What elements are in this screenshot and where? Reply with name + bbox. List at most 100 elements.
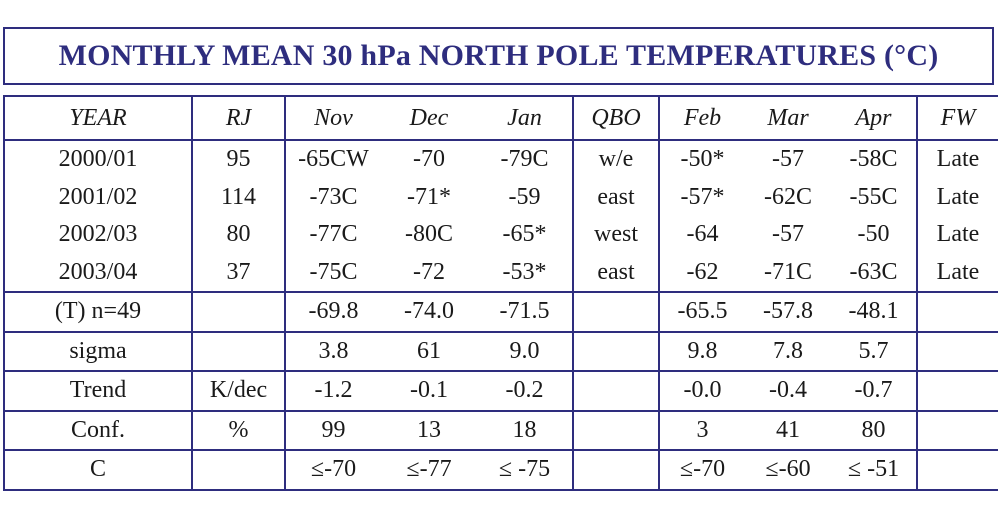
cell-feb: -57* (658, 178, 745, 216)
cell-feb: 9.8 (658, 331, 745, 372)
cell-jan: 9.0 (477, 331, 573, 372)
cell-label: sigma (3, 331, 192, 372)
cell-jan: ≤ -75 (477, 450, 573, 491)
cell-fw: Late (916, 253, 998, 293)
table-row: Trend K/dec -1.2 -0.1 -0.2 -0.0 -0.4 -0.… (3, 371, 998, 412)
column-header-rj: RJ (191, 95, 285, 141)
column-header-nov: Nov (284, 95, 381, 141)
cell-rj (191, 331, 285, 372)
cell-rj: 80 (191, 216, 285, 254)
cell-apr: -48.1 (831, 292, 917, 333)
cell-dec: ≤-77 (381, 450, 477, 491)
cell-label: (T) n=49 (3, 292, 192, 333)
cell-rj: 95 (191, 140, 285, 179)
cell-year: 2000/01 (3, 140, 192, 179)
cell-dec: -71* (407, 183, 451, 210)
cell-nov: -73C (284, 178, 381, 216)
cell-dec: -74.0 (381, 292, 477, 333)
cell-apr: 5.7 (831, 331, 917, 372)
table-row: 2001/02 114 -73C -71* -59 east -57* -62C… (3, 178, 998, 216)
cell-qbo (572, 331, 659, 372)
cell-apr: 80 (831, 410, 917, 451)
title-box: MONTHLY MEAN 30 hPa NORTH POLE TEMPERATU… (3, 27, 994, 85)
cell-nov: -75C (284, 253, 381, 293)
cell-jan: -59 (508, 183, 541, 210)
table-row: 2002/03 80 -77C -80C -65* west -64 -57 -… (3, 216, 998, 254)
cell-jan: -0.2 (477, 371, 573, 412)
cell-apr: -0.7 (831, 371, 917, 412)
column-header-jan: Jan (477, 95, 573, 141)
cell-jan: -71.5 (477, 292, 573, 333)
cell-label: Trend (3, 371, 192, 412)
cell-nov: -77C (284, 216, 381, 254)
cell-dec: -72 (381, 253, 477, 293)
cell-qbo: east (572, 178, 659, 216)
table-title: MONTHLY MEAN 30 hPa NORTH POLE TEMPERATU… (58, 39, 939, 72)
cell-nov: 3.8 (284, 331, 381, 372)
table-row: sigma 3.8 61 9.0 9.8 7.8 5.7 (3, 331, 998, 372)
cell-jan: -79C (500, 146, 549, 173)
cell-feb: -62 (658, 253, 745, 293)
cell-dec: 61 (381, 331, 477, 372)
cell-qbo (572, 371, 659, 412)
cell-mar: -0.4 (745, 371, 831, 412)
table-row: Conf. % 99 13 18 3 41 80 (3, 410, 998, 451)
table-row: 2003/04 37 -75C -72 -53* east -62 -71C -… (3, 253, 998, 293)
table-row: (T) n=49 -69.8 -74.0 -71.5 -65.5 -57.8 -… (3, 292, 998, 333)
cell-nov: 99 (284, 410, 381, 451)
cell-qbo (572, 410, 659, 451)
cell-mar: 7.8 (745, 331, 831, 372)
cell-feb: ≤-70 (658, 450, 745, 491)
cell-feb: -0.0 (658, 371, 745, 412)
cell-year: 2001/02 (3, 178, 192, 216)
cell-fw (916, 410, 998, 451)
statistics-rows: (T) n=49 -69.8 -74.0 -71.5 -65.5 -57.8 -… (3, 292, 998, 491)
column-header-dec: Dec (381, 95, 477, 141)
cell-rj (191, 450, 285, 491)
cell-label: C (3, 450, 192, 491)
cell-dec: -80C (405, 221, 453, 248)
cell-feb: 3 (658, 410, 745, 451)
cell-dec: 13 (381, 410, 477, 451)
cell-mar: -57 (772, 221, 804, 248)
cell-rj: 114 (191, 178, 285, 216)
table-row: C ≤-70 ≤-77 ≤ -75 ≤-70 ≤-60 ≤ -51 (3, 450, 998, 491)
cell-dec: -0.1 (381, 371, 477, 412)
cell-qbo (572, 450, 659, 491)
cell-feb: -64 (658, 216, 745, 254)
cell-qbo: w/e (572, 140, 659, 179)
cell-fw: Late (916, 216, 998, 254)
temperature-table: YEAR RJ Nov Dec Jan QBO Feb Mar Apr FW 2… (3, 95, 998, 491)
cell-fw: Late (916, 140, 998, 179)
cell-mar: ≤-60 (745, 450, 831, 491)
cell-rj: % (191, 410, 285, 451)
cell-fw (916, 292, 998, 333)
column-header-fw: FW (916, 95, 998, 141)
year-rows: 2000/01 95 -65CW -70 -79C w/e -50* -57 -… (3, 140, 998, 293)
column-header-apr: Apr (831, 95, 917, 141)
cell-nov: ≤-70 (284, 450, 381, 491)
column-header-feb: Feb (658, 95, 745, 141)
cell-mar: -62C (764, 183, 812, 210)
cell-rj: 37 (191, 253, 285, 293)
cell-label: Conf. (3, 410, 192, 451)
cell-apr: -63C (831, 253, 917, 293)
cell-apr: ≤ -51 (831, 450, 917, 491)
cell-jan: 18 (477, 410, 573, 451)
column-header-qbo: QBO (572, 95, 659, 141)
cell-apr: -55C (849, 183, 898, 210)
cell-mar: 41 (745, 410, 831, 451)
table-row: 2000/01 95 -65CW -70 -79C w/e -50* -57 -… (3, 140, 998, 179)
cell-jan: -53* (477, 253, 573, 293)
column-header-year: YEAR (3, 95, 192, 141)
cell-qbo (572, 292, 659, 333)
cell-fw: Late (916, 178, 998, 216)
cell-year: 2002/03 (3, 216, 192, 254)
cell-jan: -65* (502, 221, 547, 248)
cell-fw (916, 331, 998, 372)
header-row: YEAR RJ Nov Dec Jan QBO Feb Mar Apr FW (3, 95, 998, 141)
cell-mar: -57.8 (745, 292, 831, 333)
cell-rj (191, 292, 285, 333)
cell-qbo: east (572, 253, 659, 293)
